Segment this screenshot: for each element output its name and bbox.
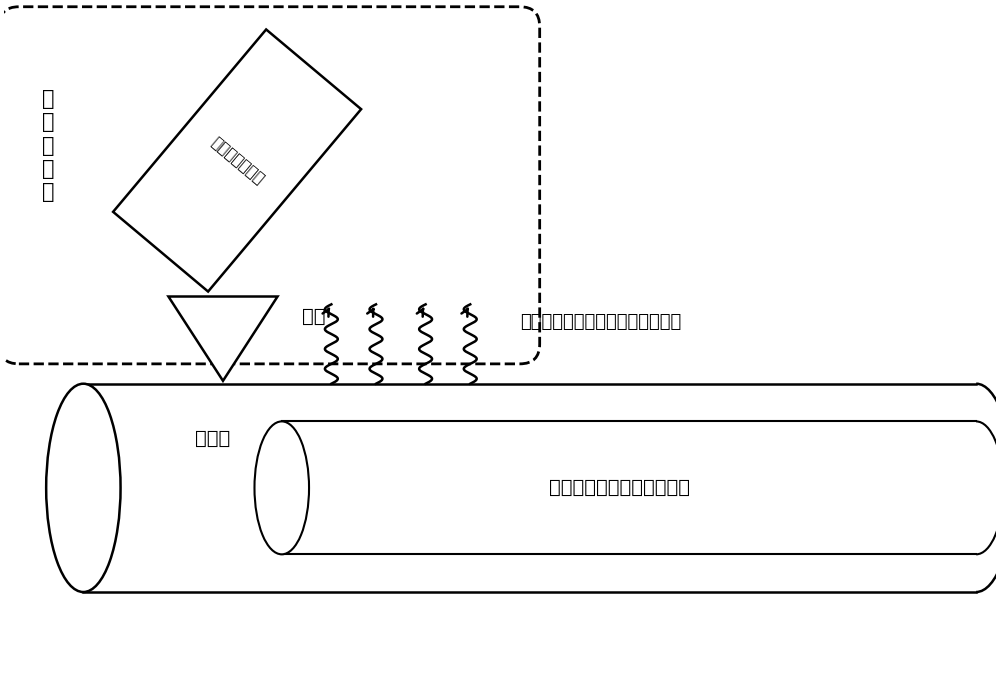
Bar [83,384,976,592]
Text: 微波辐射计通道: 微波辐射计通道 [208,134,266,187]
Ellipse shape [254,421,309,555]
Text: 微波热辐射信号（能穿透绍缘层）: 微波热辐射信号（能穿透绍缘层） [520,313,681,331]
Text: 绍缘层: 绍缘层 [195,429,230,448]
Polygon shape [113,29,361,291]
Text: 微
波
辐
射
计: 微 波 辐 射 计 [42,90,55,202]
Text: 天线: 天线 [302,307,326,326]
FancyBboxPatch shape [0,7,540,364]
Bar [282,421,976,555]
Ellipse shape [46,384,121,592]
Polygon shape [168,296,278,381]
Text: 电缆接头内部铜芯（发热）: 电缆接头内部铜芯（发热） [549,478,690,498]
